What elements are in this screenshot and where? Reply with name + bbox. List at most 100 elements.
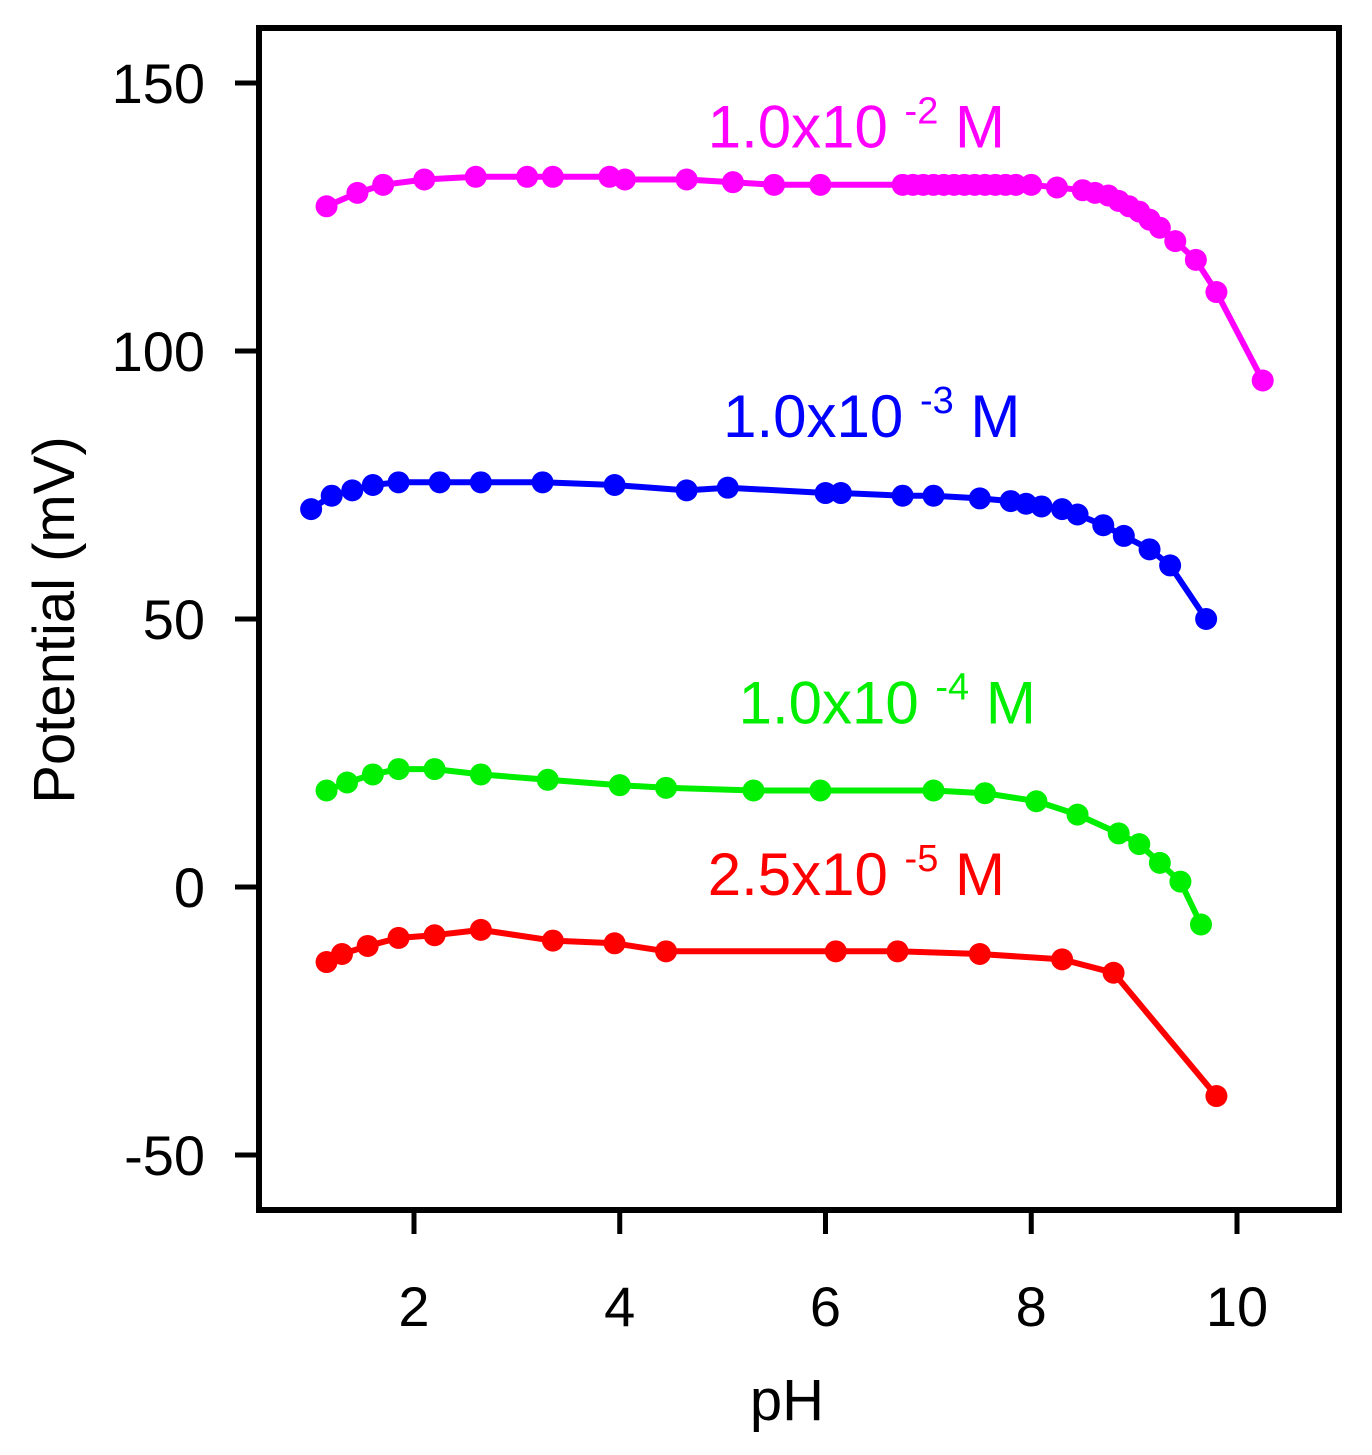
data-point bbox=[922, 779, 945, 802]
x-axis-ticks: 2 4 6 8 10 bbox=[398, 1210, 1268, 1338]
series-label-base: 2.5x10 bbox=[708, 841, 905, 908]
data-point bbox=[655, 940, 678, 963]
data-point bbox=[1184, 248, 1207, 271]
series-label-exponent: -5 bbox=[905, 838, 939, 880]
data-point bbox=[809, 173, 832, 196]
data-point bbox=[1045, 176, 1068, 199]
series-label-base: 1.0x10 bbox=[723, 383, 920, 450]
data-point bbox=[300, 498, 323, 521]
data-point bbox=[1205, 281, 1228, 304]
data-point bbox=[1189, 913, 1212, 936]
series-3 bbox=[315, 758, 1212, 936]
data-point bbox=[968, 943, 991, 965]
x-tick-label: 8 bbox=[1016, 1275, 1047, 1338]
data-point bbox=[968, 487, 991, 510]
data-point bbox=[387, 758, 410, 781]
data-point bbox=[315, 195, 338, 218]
data-point bbox=[973, 782, 996, 805]
data-point bbox=[1025, 790, 1048, 813]
series-2 bbox=[300, 471, 1218, 630]
data-point bbox=[603, 932, 626, 955]
data-point bbox=[541, 165, 564, 188]
data-point bbox=[361, 474, 384, 496]
data-point bbox=[721, 171, 744, 194]
data-point bbox=[356, 934, 379, 957]
series-label-exponent: -3 bbox=[920, 380, 954, 422]
data-point bbox=[1102, 961, 1125, 984]
data-point bbox=[613, 168, 636, 191]
series-line bbox=[325, 926, 1219, 1098]
data-point bbox=[742, 779, 765, 802]
y-tick-label: 50 bbox=[143, 588, 205, 651]
data-point bbox=[423, 924, 446, 947]
data-point bbox=[536, 768, 559, 791]
data-point bbox=[829, 482, 852, 505]
series-label-base: 1.0x10 bbox=[739, 670, 936, 737]
x-tick-label: 2 bbox=[398, 1275, 429, 1338]
data-point bbox=[1066, 803, 1089, 826]
data-point bbox=[1112, 524, 1135, 547]
data-point bbox=[824, 940, 847, 963]
data-point bbox=[1066, 503, 1089, 526]
data-point bbox=[886, 940, 909, 963]
data-point bbox=[387, 926, 410, 949]
data-point bbox=[1169, 870, 1192, 893]
data-point bbox=[372, 173, 395, 196]
series-line bbox=[309, 479, 1209, 621]
y-tick-label: 100 bbox=[112, 320, 205, 383]
series-label-base: 1.0x10 bbox=[708, 93, 905, 160]
data-point bbox=[814, 482, 837, 505]
y-tick-label: 150 bbox=[112, 52, 205, 115]
data-point bbox=[716, 476, 739, 499]
data-point bbox=[891, 484, 914, 507]
series-labels: 1.0x10 -2 M1.0x10 -3 M1.0x10 -4 M2.5x10 … bbox=[708, 90, 1036, 908]
data-point bbox=[763, 173, 786, 196]
data-point bbox=[428, 471, 451, 494]
data-point bbox=[1138, 538, 1161, 561]
x-tick-label: 6 bbox=[810, 1275, 841, 1338]
data-point bbox=[809, 779, 832, 802]
data-point bbox=[1195, 608, 1218, 630]
x-axis-title: pH bbox=[750, 1368, 824, 1433]
data-point bbox=[469, 763, 492, 786]
data-point bbox=[469, 471, 492, 494]
data-point bbox=[1159, 554, 1182, 577]
x-tick-label: 4 bbox=[604, 1275, 635, 1338]
data-point bbox=[469, 918, 492, 941]
data-point bbox=[361, 763, 384, 786]
data-point bbox=[1051, 948, 1074, 971]
series-label-unit: M bbox=[938, 841, 1005, 908]
data-point bbox=[387, 471, 410, 494]
data-point bbox=[1164, 230, 1187, 253]
data-point bbox=[320, 484, 343, 507]
series-label-unit: M bbox=[954, 383, 1021, 450]
data-point bbox=[423, 758, 446, 781]
data-point bbox=[655, 776, 678, 799]
y-tick-label: 0 bbox=[174, 856, 205, 919]
data-point bbox=[1020, 173, 1043, 196]
x-tick-label: 10 bbox=[1206, 1275, 1268, 1338]
data-point bbox=[346, 181, 369, 204]
data-point bbox=[341, 479, 364, 502]
data-point bbox=[603, 474, 626, 496]
data-point bbox=[1107, 822, 1130, 845]
data-point bbox=[531, 471, 554, 494]
series-layer bbox=[300, 165, 1274, 1108]
data-point bbox=[336, 771, 359, 794]
data-point bbox=[464, 165, 487, 188]
series-label: 1.0x10 -4 M bbox=[739, 667, 1036, 737]
series-label: 1.0x10 -2 M bbox=[708, 90, 1005, 160]
y-tick-label: -50 bbox=[124, 1124, 205, 1187]
data-point bbox=[1148, 851, 1171, 874]
y-axis-title: Potential (mV) bbox=[22, 436, 87, 803]
data-point bbox=[1004, 173, 1027, 196]
data-point bbox=[922, 484, 945, 507]
data-point bbox=[541, 929, 564, 952]
data-point bbox=[1092, 514, 1115, 537]
series-label-exponent: -4 bbox=[935, 667, 969, 709]
data-point bbox=[413, 168, 436, 191]
series-4 bbox=[315, 918, 1228, 1108]
data-point bbox=[675, 479, 698, 502]
data-point bbox=[1030, 495, 1053, 518]
